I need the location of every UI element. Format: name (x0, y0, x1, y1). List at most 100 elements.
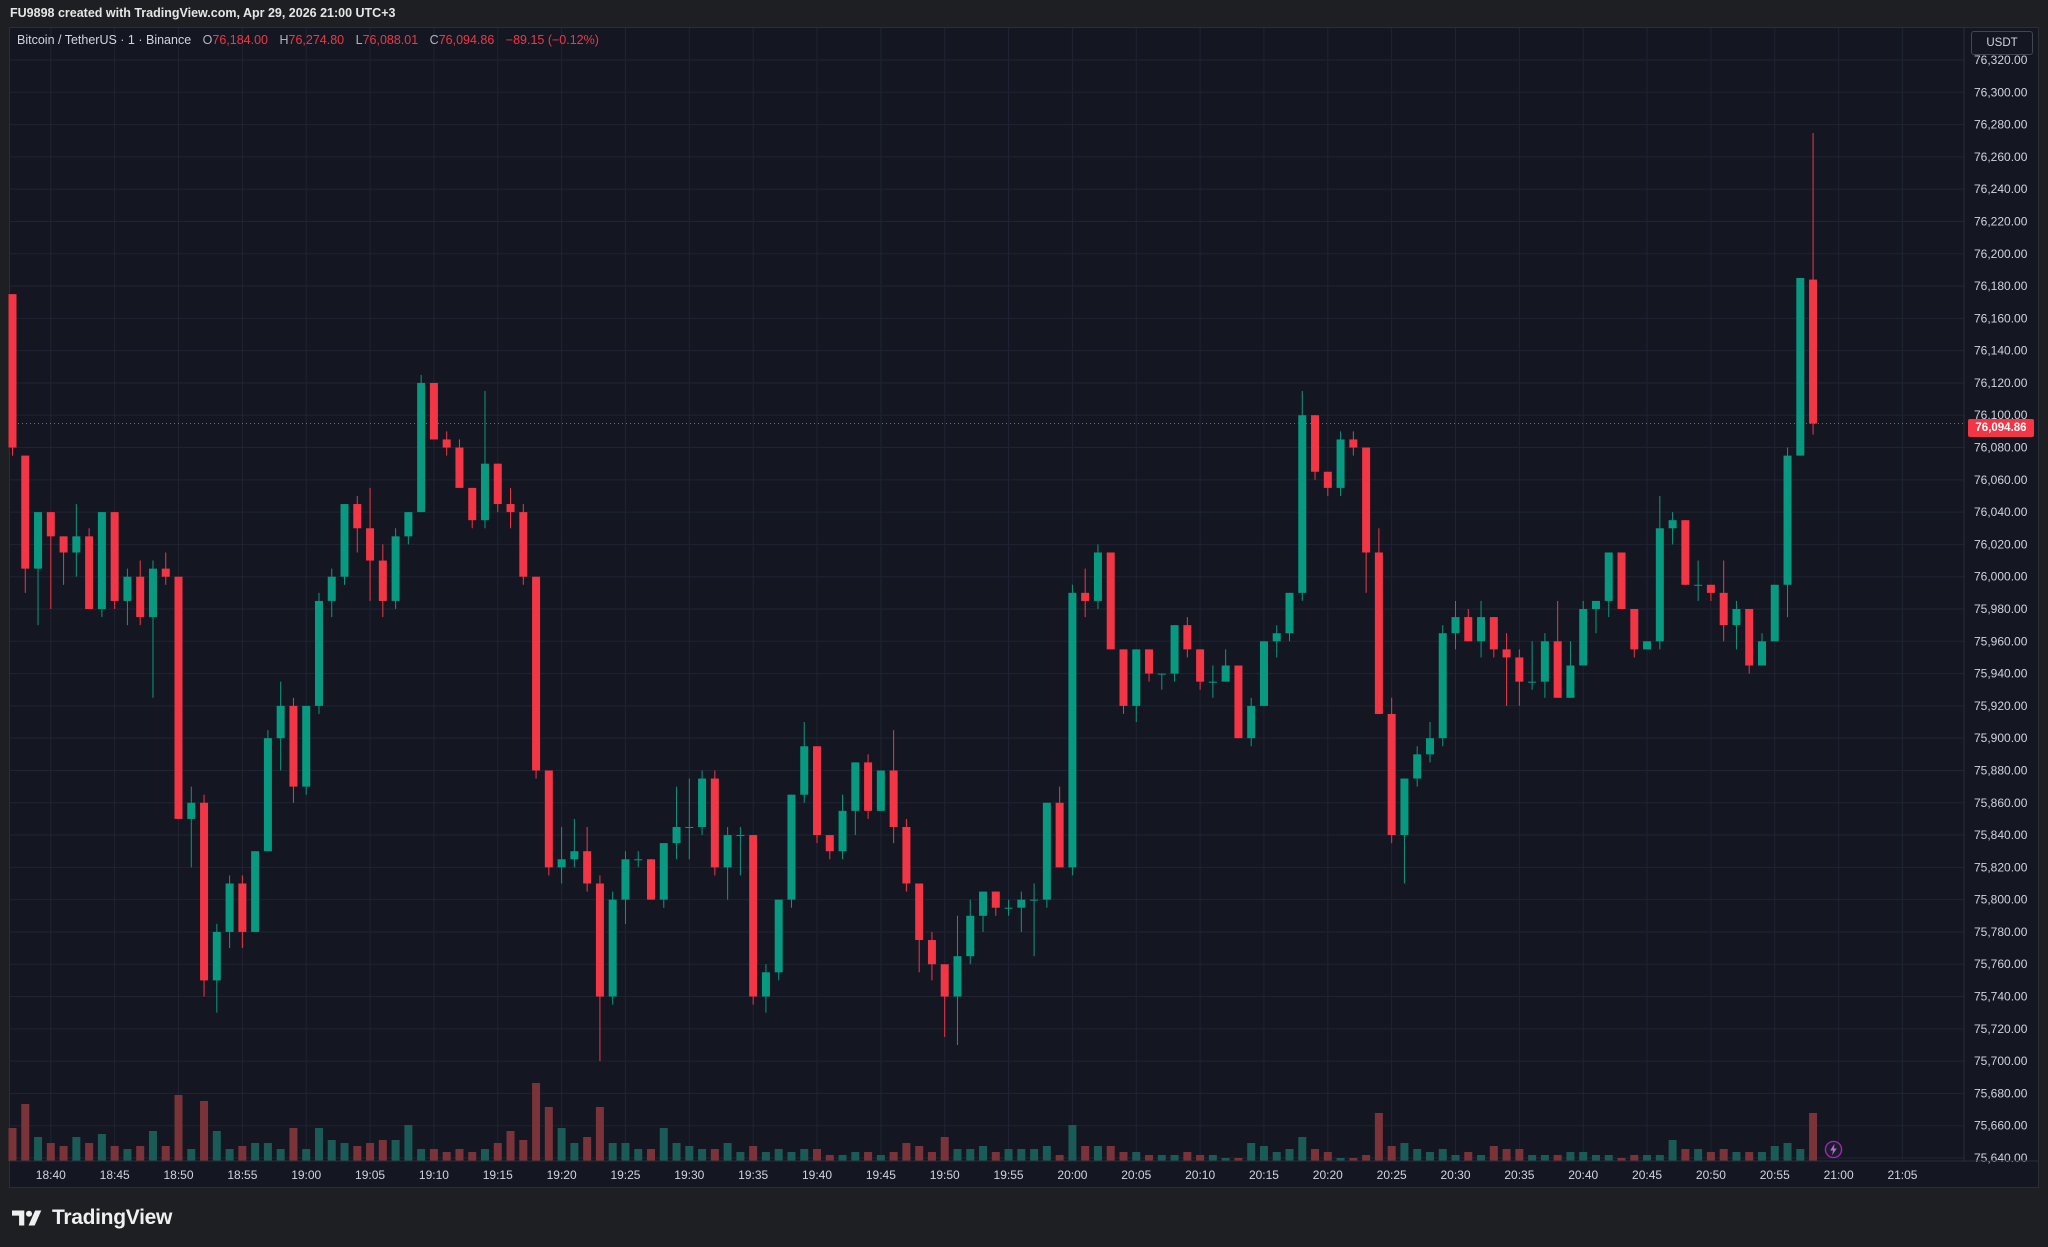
candle (34, 512, 43, 626)
last-price-value: 76,094.86 (1975, 422, 2027, 434)
candle (1668, 512, 1677, 545)
volume-bar (251, 1143, 260, 1161)
volume-bar (212, 1131, 221, 1161)
candle-body (110, 512, 119, 601)
candle-body (506, 504, 515, 513)
candle (59, 536, 68, 585)
candle-body (1093, 552, 1102, 601)
price-axis[interactable]: 75,640.00 75,660.00 75,680.00 75,700.00 75,7… (1963, 28, 2028, 1165)
candle (263, 730, 272, 852)
candle (1553, 600, 1562, 698)
time-tick-label: 19:00 (291, 1168, 321, 1182)
volume-bar (1221, 1158, 1230, 1161)
time-tick-label: 18:50 (163, 1168, 193, 1182)
candle (1515, 649, 1524, 706)
currency-selector[interactable]: USDT (1971, 31, 2033, 55)
candle-body (353, 504, 362, 529)
volume-bar (442, 1152, 451, 1161)
candle-body (1387, 713, 1396, 836)
candle-body (749, 835, 758, 997)
volume-bar (532, 1083, 541, 1161)
volume-bar (1400, 1143, 1409, 1161)
volume-bar (161, 1146, 170, 1161)
time-tick-label: 19:45 (866, 1168, 896, 1182)
candle-body (774, 899, 783, 973)
candle-body (148, 568, 157, 618)
candle (1464, 609, 1473, 642)
volume-bar (1796, 1149, 1805, 1161)
volume-bar (647, 1149, 655, 1161)
volume-bar (1719, 1149, 1728, 1161)
price-tick-label: 75,700.00 (1974, 1054, 2028, 1068)
volume-bar (1311, 1149, 1320, 1161)
volume-bar (1272, 1152, 1281, 1161)
time-tick-label: 20:55 (1760, 1168, 1790, 1182)
candle-body (1604, 552, 1613, 601)
candle-body (72, 536, 81, 553)
volume-bar (1706, 1152, 1715, 1161)
candle-body (1502, 649, 1511, 658)
volume-bar (1809, 1113, 1818, 1161)
candle (212, 923, 221, 1013)
candle-body (1591, 600, 1600, 609)
volume-bar (1681, 1149, 1690, 1161)
volume-bar (123, 1149, 132, 1161)
tradingview-logo-icon (12, 1210, 42, 1226)
candle-body (1362, 447, 1371, 553)
candle-body (289, 705, 298, 787)
time-tick-label: 19:25 (610, 1168, 640, 1182)
candle (1604, 552, 1613, 618)
candle (1630, 609, 1639, 658)
candle-body (1540, 641, 1549, 682)
candle-body (1349, 439, 1358, 448)
candle (72, 504, 81, 577)
volume-bar (927, 1152, 936, 1161)
candle-body (1732, 609, 1741, 626)
volume-bar (1528, 1155, 1537, 1161)
volume-bar (455, 1149, 464, 1161)
volume-bar (148, 1131, 157, 1161)
volume-bar (953, 1149, 962, 1161)
candle-body (1566, 665, 1575, 698)
volume-bar (1170, 1155, 1179, 1161)
volume-bar (225, 1149, 234, 1161)
candle-body (1068, 592, 1077, 868)
candle-body (1438, 633, 1447, 739)
price-tick-label: 76,060.00 (1974, 473, 2028, 487)
time-axis[interactable]: 18:40 18:45 18:50 18:55 19:00 19:05 19:10 19:15… (10, 1160, 2038, 1182)
candle-body (1017, 899, 1026, 908)
volume-bar (544, 1107, 553, 1161)
candle (136, 560, 145, 626)
volume-bar (327, 1140, 336, 1161)
candle (1183, 617, 1192, 658)
volume-bars (8, 1083, 1818, 1161)
time-tick-label: 20:30 (1440, 1168, 1470, 1182)
price-tick-label: 75,880.00 (1974, 763, 2028, 777)
volume-bar (915, 1146, 924, 1161)
candlestick-chart[interactable]: 75,640.00 75,660.00 75,680.00 75,700.00 75,7… (0, 0, 2048, 1188)
volume-bar (1783, 1143, 1792, 1161)
candle (659, 843, 668, 908)
candle (1298, 391, 1307, 601)
lightning-icon[interactable] (1824, 1140, 1843, 1159)
candle (97, 512, 106, 618)
price-tick-label: 76,260.00 (1974, 150, 2028, 164)
candle-body (480, 463, 489, 521)
candle-body (1247, 705, 1256, 739)
candle-body (1336, 439, 1345, 488)
chart-pane[interactable] (9, 27, 2039, 1188)
volume-bar (583, 1137, 592, 1161)
volume-bar (263, 1143, 272, 1161)
time-tick-label: 19:10 (419, 1168, 449, 1182)
candle (187, 786, 196, 868)
candle (876, 770, 885, 811)
candle (314, 592, 323, 714)
symbol-title[interactable]: Bitcoin / TetherUS · 1 · Binance (17, 33, 192, 47)
candle-body (1234, 665, 1243, 739)
tradingview-logo[interactable]: TradingView (12, 1206, 172, 1229)
candle (1694, 560, 1703, 601)
volume-bar (634, 1149, 643, 1161)
candle-body (761, 972, 770, 997)
price-tick-label: 76,020.00 (1974, 537, 2028, 551)
candle-body (608, 899, 617, 997)
